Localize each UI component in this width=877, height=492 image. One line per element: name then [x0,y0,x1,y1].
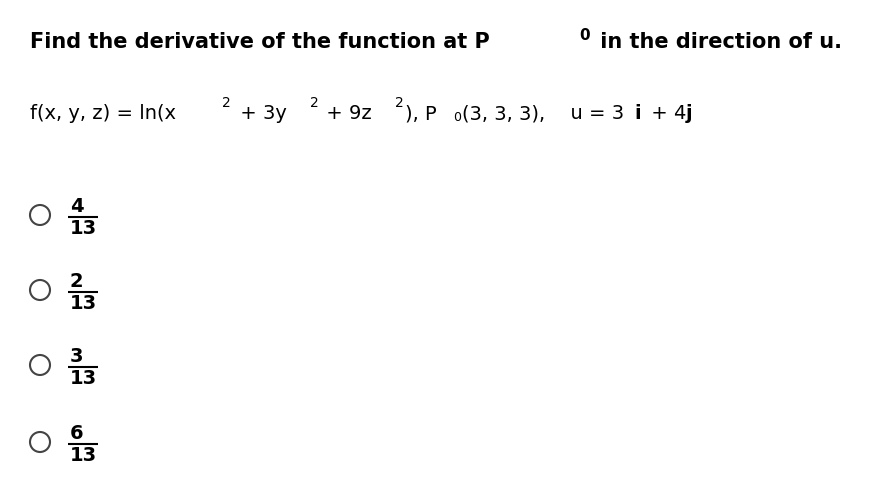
Text: 13: 13 [70,446,97,465]
Text: 2: 2 [70,272,83,291]
Text: 4: 4 [70,197,83,216]
Text: 3: 3 [70,347,83,366]
Text: f(x, y, z) = ln(x: f(x, y, z) = ln(x [30,104,175,123]
Text: 6: 6 [70,424,83,443]
Text: 2: 2 [395,96,403,110]
Text: 2: 2 [310,96,318,110]
Text: (3, 3, 3),: (3, 3, 3), [461,104,545,123]
Text: 2: 2 [222,96,231,110]
Text: 13: 13 [70,369,97,388]
Text: Find the derivative of the function at P: Find the derivative of the function at P [30,32,489,52]
Text: in the direction of u.: in the direction of u. [592,32,841,52]
Text: + 9z: + 9z [319,104,371,123]
Text: ), P: ), P [404,104,436,123]
Text: + 4: + 4 [645,104,686,123]
Text: i: i [633,104,640,123]
Text: 13: 13 [70,294,97,313]
Text: j: j [685,104,692,123]
Text: 0: 0 [453,111,460,124]
Text: u = 3: u = 3 [558,104,624,123]
Text: 13: 13 [70,219,97,238]
Text: + 3y: + 3y [234,104,287,123]
Text: 0: 0 [578,28,589,43]
